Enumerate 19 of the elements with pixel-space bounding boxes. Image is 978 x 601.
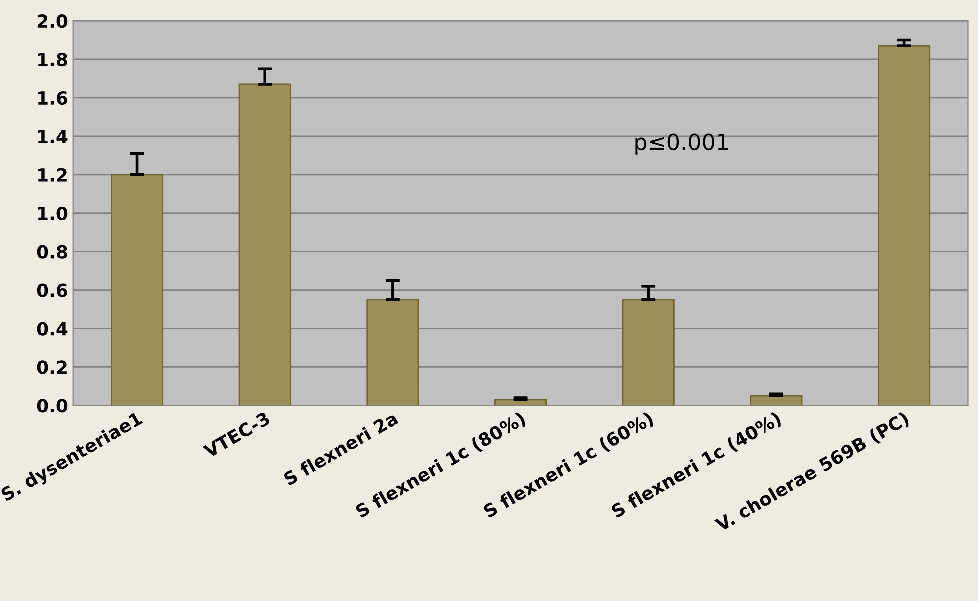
y-tick-label: 0.0 — [37, 399, 68, 413]
y-tick-label: 1.0 — [38, 206, 68, 220]
bar — [750, 395, 803, 406]
bar — [111, 174, 164, 406]
y-tick-label: 0.6 — [37, 284, 68, 298]
bar — [494, 399, 548, 406]
y-tick-label: 0.8 — [37, 245, 68, 259]
bar — [238, 84, 292, 406]
bar — [366, 299, 420, 406]
y-tick-label: 0.2 — [37, 360, 67, 374]
y-tick-label: 1.4 — [38, 130, 68, 144]
bar — [622, 299, 675, 406]
y-tick-label: 0.4 — [37, 322, 68, 336]
annotation: p≤0.001 — [636, 134, 728, 155]
y-tick-label: 1.6 — [38, 91, 68, 106]
y-tick-label: 1.8 — [38, 52, 68, 67]
bar — [878, 45, 931, 406]
y-tick-label: 1.2 — [38, 168, 67, 182]
y-tick-label: 2.0 — [38, 14, 68, 28]
